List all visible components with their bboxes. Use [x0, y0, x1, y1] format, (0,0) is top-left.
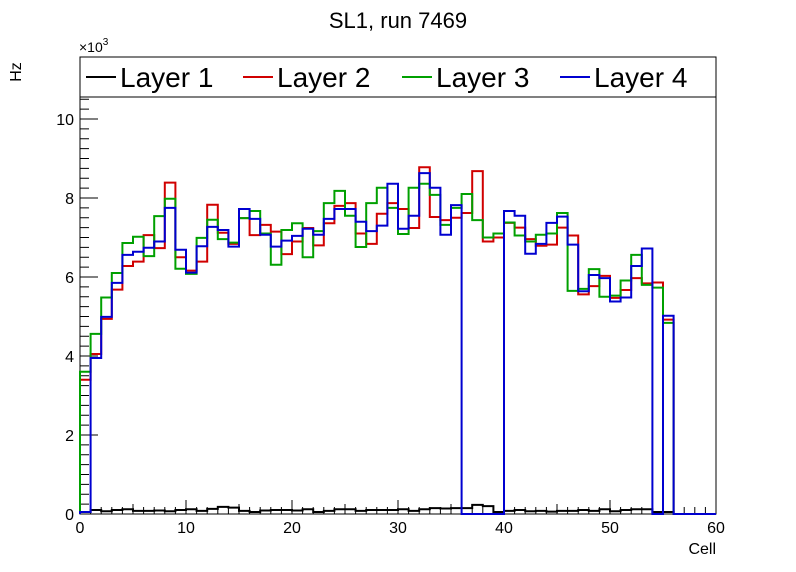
x-tick-label: 50 [601, 520, 619, 537]
series-line-layer-4 [79, 172, 716, 515]
x-tick-label: 40 [495, 520, 513, 537]
legend: Layer 1 Layer 2 Layer 3 Layer 4 [79, 56, 717, 98]
x-tick-label: 20 [283, 520, 301, 537]
y-tick-label: 0 [65, 507, 74, 524]
y-axis-label: Hz [8, 62, 25, 82]
y-tick-label: 4 [65, 349, 74, 366]
legend-label: Layer 3 [436, 62, 529, 93]
y-multiplier-base: ×10 [79, 39, 103, 55]
legend-entry: Layer 3 [402, 62, 529, 93]
y-tick-label: 2 [65, 428, 74, 445]
y-multiplier-exponent: 3 [103, 37, 109, 48]
legend-entry: Layer 2 [243, 62, 370, 93]
y-tick-label: 8 [65, 191, 74, 208]
legend-label: Layer 1 [120, 62, 213, 93]
legend-entry: Layer 1 [86, 62, 213, 93]
chart-title: SL1, run 7469 [329, 8, 467, 33]
x-tick-label: 30 [389, 520, 407, 537]
x-tick-label: 60 [707, 520, 725, 537]
series-group [79, 166, 716, 515]
legend-label: Layer 4 [594, 62, 687, 93]
legend-box [79, 56, 717, 98]
y-tick-label: 6 [65, 270, 74, 287]
legend-label: Layer 2 [277, 62, 370, 93]
x-axis-label: Cell [688, 541, 716, 558]
legend-entry: Layer 4 [560, 62, 687, 93]
y-tick-label: 10 [56, 112, 74, 129]
y-multiplier: ×103 [79, 37, 109, 55]
x-tick-label: 0 [76, 520, 85, 537]
x-tick-label: 10 [177, 520, 195, 537]
series-line-layer-1 [79, 503, 716, 515]
